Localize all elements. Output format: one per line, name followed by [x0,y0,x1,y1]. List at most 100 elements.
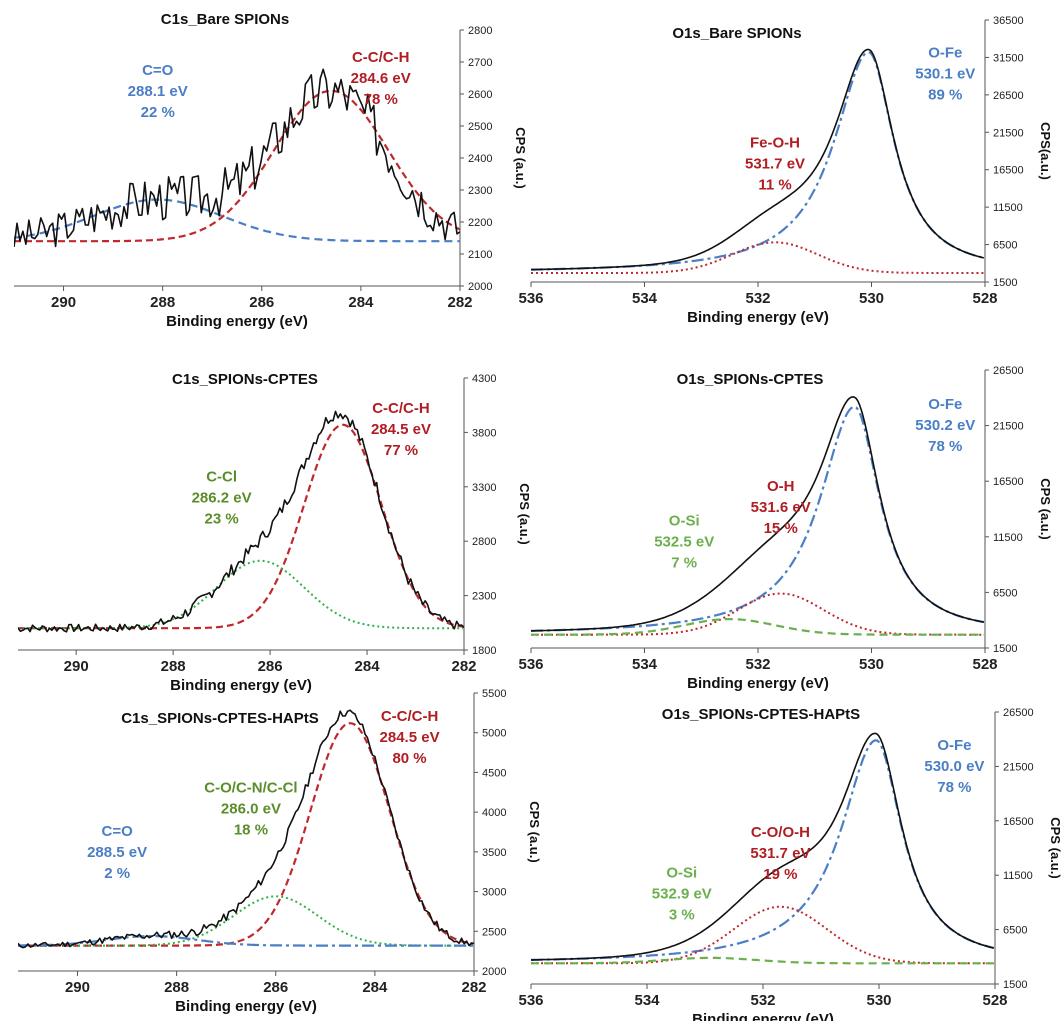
peak-annotation: 288.1 eV [128,83,188,100]
measured-spectrum-line [14,68,460,248]
peak-annotation: 284.5 eV [371,421,431,438]
x-tick-label: 282 [461,979,486,996]
x-tick-label: 284 [362,979,388,996]
y-tick-label: 2400 [468,153,492,165]
x-tick-label: 530 [859,656,884,673]
fit-component-line [531,592,984,636]
measured-spectrum-line [18,410,464,633]
fit-component-line [18,895,473,947]
peak-annotation: 7 % [671,555,697,572]
y-tick-label: 2000 [482,966,506,978]
y-tick-label: 36500 [993,15,1024,27]
panel-title: C1s_Bare SPIONs [161,11,289,28]
y-tick-label: 4300 [472,373,496,385]
y-axis-label: CPS (a.u.) [513,127,528,188]
peak-annotation: O-Fe [928,44,962,61]
y-tick-label: 21500 [1003,761,1034,773]
peak-annotation: O-Si [669,513,700,530]
y-tick-label: 2700 [468,57,492,69]
x-tick-label: 288 [150,294,175,311]
peak-annotation: 532.9 eV [652,885,712,902]
x-axis-label: Binding energy (eV) [692,1011,834,1021]
x-tick-label: 290 [64,658,89,675]
x-tick-label: 534 [634,992,660,1009]
y-axis-label: CPS (a.u.) [1048,817,1063,878]
peak-annotation: 78 % [928,438,962,455]
y-axis-label: CPS (a.u.) [517,483,532,544]
panel-6: O1s_SPIONs-CPTES-HAPtS 536 534 532 530 528150… [518,706,1063,1021]
peak-annotation: 78 % [364,91,398,108]
fit-component-line [18,559,463,630]
x-tick-label: 528 [972,656,997,673]
y-tick-label: 3000 [482,887,506,899]
y-tick-label: 21500 [993,421,1024,433]
y-tick-label: 6500 [993,240,1017,252]
panel-title: C1s_SPIONs-CPTES-HAPtS [121,710,319,727]
x-tick-label: 286 [258,658,283,675]
peak-annotation: 80 % [392,750,426,767]
y-tick-label: 1500 [1003,979,1027,991]
x-tick-label: 528 [972,290,997,307]
peak-annotation: 89 % [928,86,962,103]
x-tick-label: 286 [263,979,288,996]
x-tick-label: 534 [632,656,658,673]
y-axis-label: CPS(a.u.) [1038,122,1053,180]
peak-annotation: O-Fe [928,396,962,413]
panel-title: O1s_SPIONs-CPTES-HAPtS [662,706,860,723]
x-tick-label: 282 [447,294,472,311]
x-axis-label: Binding energy (eV) [175,998,317,1015]
peak-annotation: 11 % [758,176,791,193]
peak-annotation: C-O/C-N/C-Cl [204,779,297,796]
y-tick-label: 2800 [468,25,492,37]
peak-annotation: O-Fe [937,737,971,754]
x-axis-label: Binding energy (eV) [687,309,829,326]
x-tick-label: 284 [348,294,374,311]
y-tick-label: 26500 [1003,707,1034,719]
y-tick-label: 2300 [472,591,496,603]
y-tick-label: 2000 [468,281,492,293]
y-axis-label: CPS (a.u.) [527,801,542,862]
panel-title: O1s_Bare SPIONs [672,25,801,42]
x-tick-label: 536 [518,656,543,673]
y-tick-label: 2500 [482,926,506,938]
peak-annotation: Fe-O-H [750,134,800,151]
y-tick-label: 2200 [468,217,492,229]
y-tick-label: 11500 [993,532,1023,544]
y-tick-label: 6500 [1003,925,1027,937]
y-tick-label: 2300 [468,185,492,197]
y-tick-label: 2500 [468,121,492,133]
peak-annotation: 2 % [104,865,130,882]
peak-annotation: 531.7 eV [750,845,810,862]
x-axis-label: Binding energy (eV) [170,677,312,694]
x-tick-label: 532 [750,992,775,1009]
peak-annotation: C-Cl [206,468,237,485]
peak-annotation: 530.2 eV [915,417,975,434]
panel-5: C1s_SPIONs-CPTES-HAPtS 290 288 286 284 282200… [18,688,542,1015]
x-tick-label: 536 [518,992,543,1009]
y-tick-label: 16500 [993,476,1024,488]
y-tick-label: 4500 [482,767,506,779]
y-tick-label: 6500 [993,587,1017,599]
peak-annotation: 19 % [763,866,797,883]
x-tick-label: 532 [745,656,770,673]
x-tick-label: 290 [65,979,90,996]
fit-component-line [18,935,473,947]
peak-annotation: C=O [101,823,133,840]
y-tick-label: 1500 [993,643,1017,655]
y-tick-label: 3500 [482,847,506,859]
x-axis-label: Binding energy (eV) [687,675,829,692]
y-tick-label: 2100 [468,249,492,261]
peak-annotation: 284.5 eV [380,729,440,746]
x-tick-label: 282 [451,658,476,675]
y-tick-label: 1500 [993,277,1017,289]
x-tick-label: 528 [982,992,1007,1009]
fit-component-line [531,405,985,632]
fit-component-line [18,423,464,630]
y-tick-label: 11500 [1003,870,1033,882]
y-tick-label: 26500 [993,365,1024,377]
y-tick-label: 21500 [993,127,1024,139]
peak-annotation: C=O [142,62,174,79]
fit-component-line [531,241,984,274]
